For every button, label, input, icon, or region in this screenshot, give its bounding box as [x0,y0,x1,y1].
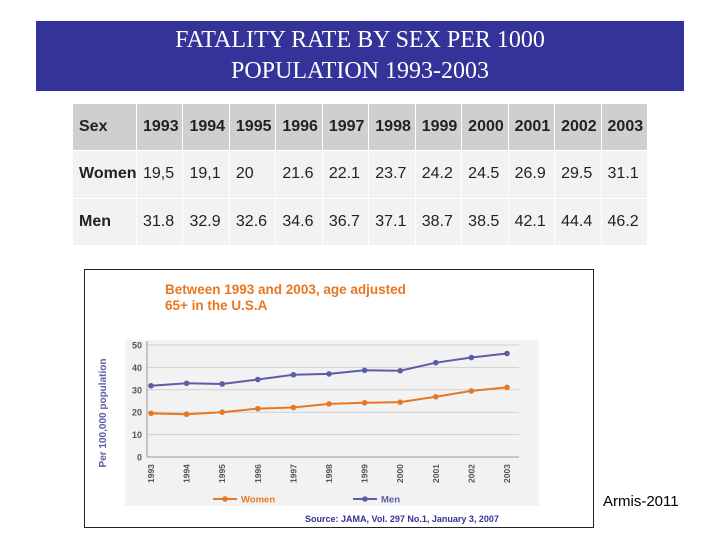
line-chart: Between 1993 and 2003, age adjusted 65+ … [98,282,539,524]
x-tick-label: 1998 [324,464,334,483]
x-tick-label: 1999 [360,464,370,483]
table-cell: 19,5 [135,150,184,199]
table-cell: 23.7 [368,150,416,199]
table-cell: 31.8 [135,197,184,247]
table-header-label: Sex [72,102,137,152]
table-cell: 38.7 [414,197,463,247]
data-point-women [504,384,510,391]
table-header-year: 1998 [368,102,416,152]
data-point-women [361,399,368,406]
table-cell: 32.9 [182,197,230,247]
table-row-men: Men 31.8 32.9 32.6 34.6 36.7 37.1 38.7 3… [72,197,649,247]
y-tick-label: 0 [137,453,142,463]
table-cell: 44.4 [554,197,602,247]
y-tick-label: 20 [132,408,142,418]
table-row-label: Men [72,197,137,247]
x-tick-label: 1994 [182,464,192,483]
data-point-men [290,371,297,378]
y-tick-label: 50 [132,341,142,351]
data-point-men [433,359,439,366]
table-cell: 19,1 [182,150,230,199]
data-point-men [183,380,190,387]
table-cell: 21.6 [275,150,323,199]
table-cell: 46.2 [600,197,649,247]
legend-label: Men [381,495,400,506]
table-cell: 34.6 [275,197,323,247]
y-tick-label: 30 [132,385,142,395]
x-tick-label: 2000 [395,464,405,483]
x-tick-label: 1993 [146,464,156,483]
x-tick-label: 1997 [288,464,298,483]
table-header-year: 2000 [461,102,509,152]
table-header-year: 1994 [182,102,230,152]
data-point-men [219,381,225,387]
data-point-women [183,411,190,418]
data-point-women [468,388,475,394]
table-cell: 36.7 [321,197,370,247]
table-cell: 37.1 [368,197,416,247]
slide-title: FATALITY RATE BY SEX PER 1000 POPULATION… [36,21,684,91]
data-point-men [397,367,404,374]
table-cell: 31.1 [600,150,649,199]
table-row-women: Women 19,5 19,1 20 21.6 22.1 23.7 24.2 2… [72,150,649,199]
table-header-year: 1995 [228,102,277,152]
chart-title: Between 1993 and 2003, age adjusted 65+ … [165,282,410,313]
data-point-women [290,404,297,411]
chart-frame: Between 1993 and 2003, age adjusted 65+ … [84,269,594,528]
fatality-table: Sex 1993 1994 1995 1996 1997 1998 1999 2… [72,102,649,247]
x-tick-label: 2002 [466,464,476,483]
data-point-men [255,376,261,383]
slide-credit: Armis-2011 [603,493,679,510]
data-point-women [433,393,439,400]
table-header-row: Sex 1993 1994 1995 1996 1997 1998 1999 2… [72,102,649,152]
table-cell: 29.5 [554,150,602,199]
table-header-year: 1993 [135,102,184,152]
table-cell: 24.2 [414,150,463,199]
table-cell: 24.5 [461,150,509,199]
table-header-year: 2003 [600,102,649,152]
table-header-year: 2002 [554,102,602,152]
table-cell: 42.1 [507,197,556,247]
data-point-men [326,371,332,377]
legend-swatch-marker [362,496,368,502]
table-header-year: 1996 [275,102,323,152]
legend-swatch-marker [222,496,228,502]
y-tick-label: 40 [132,363,142,373]
slide-title-line-2: POPULATION 1993-2003 [231,58,489,84]
data-point-women [148,410,154,417]
x-tick-label: 1995 [217,464,227,483]
table-header-year: 2001 [507,102,556,152]
legend-label: Women [241,495,275,506]
data-point-women [326,401,332,407]
table-cell: 20 [228,150,277,199]
data-point-men [468,354,475,361]
chart-title-line-2: 65+ in the U.S.A [165,298,268,313]
x-tick-label: 2003 [502,464,512,483]
y-axis-label: Per 100,000 population [98,359,109,468]
data-point-women [219,409,225,415]
table-header-year: 1997 [321,102,370,152]
chart-title-line-1: Between 1993 and 2003, age adjusted [165,282,406,297]
table-cell: 32.6 [228,197,277,247]
x-tick-label: 2001 [431,464,441,483]
data-point-men [148,382,154,389]
x-tick-label: 1996 [253,464,263,483]
table-cell: 38.5 [461,197,509,247]
y-tick-label: 10 [132,430,142,440]
table-cell: 26.9 [507,150,556,199]
data-point-women [255,405,261,412]
data-point-men [504,350,510,357]
data-point-women [397,399,404,405]
table-row-label: Women [72,150,137,199]
table-header-year: 1999 [414,102,463,152]
slide-title-line-1: FATALITY RATE BY SEX PER 1000 [175,27,545,53]
chart-source: Source: JAMA, Vol. 297 No.1, January 3, … [305,514,499,524]
data-point-men [361,367,368,374]
table-cell: 22.1 [321,150,370,199]
